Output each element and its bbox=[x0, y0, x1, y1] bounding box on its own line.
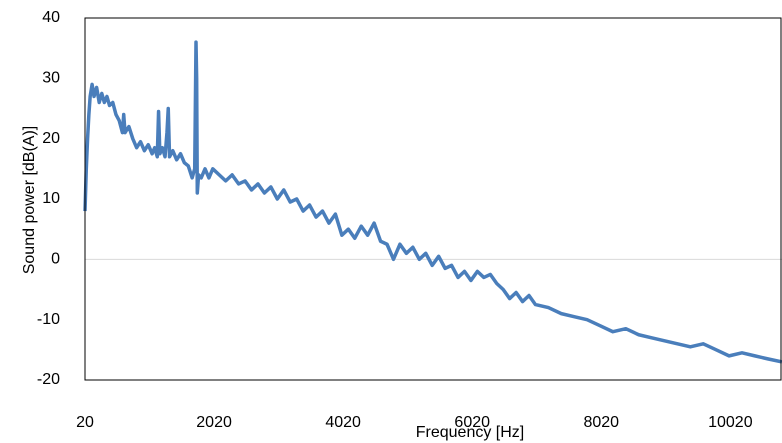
y-tick-label: 10 bbox=[42, 190, 60, 207]
y-tick-label: -10 bbox=[37, 311, 60, 328]
x-tick-label: 8020 bbox=[583, 414, 619, 431]
x-tick-label: 10020 bbox=[708, 414, 753, 431]
y-tick-label: 0 bbox=[51, 251, 60, 268]
x-tick-label: 2020 bbox=[196, 414, 232, 431]
x-tick-label: 20 bbox=[76, 414, 94, 431]
y-tick-label: 30 bbox=[42, 70, 60, 87]
y-tick-label: 40 bbox=[42, 9, 60, 26]
x-tick-label: 4020 bbox=[325, 414, 361, 431]
data-line bbox=[83, 40, 782, 364]
y-tick-label: 20 bbox=[42, 130, 60, 147]
x-tick-label: 6020 bbox=[454, 414, 490, 431]
plot-frame bbox=[84, 17, 782, 381]
x-axis-title: Frequency [Hz] bbox=[416, 424, 524, 441]
y-tick-label: -20 bbox=[37, 371, 60, 388]
y-axis-title: Sound power [dB(A)] bbox=[21, 126, 38, 275]
